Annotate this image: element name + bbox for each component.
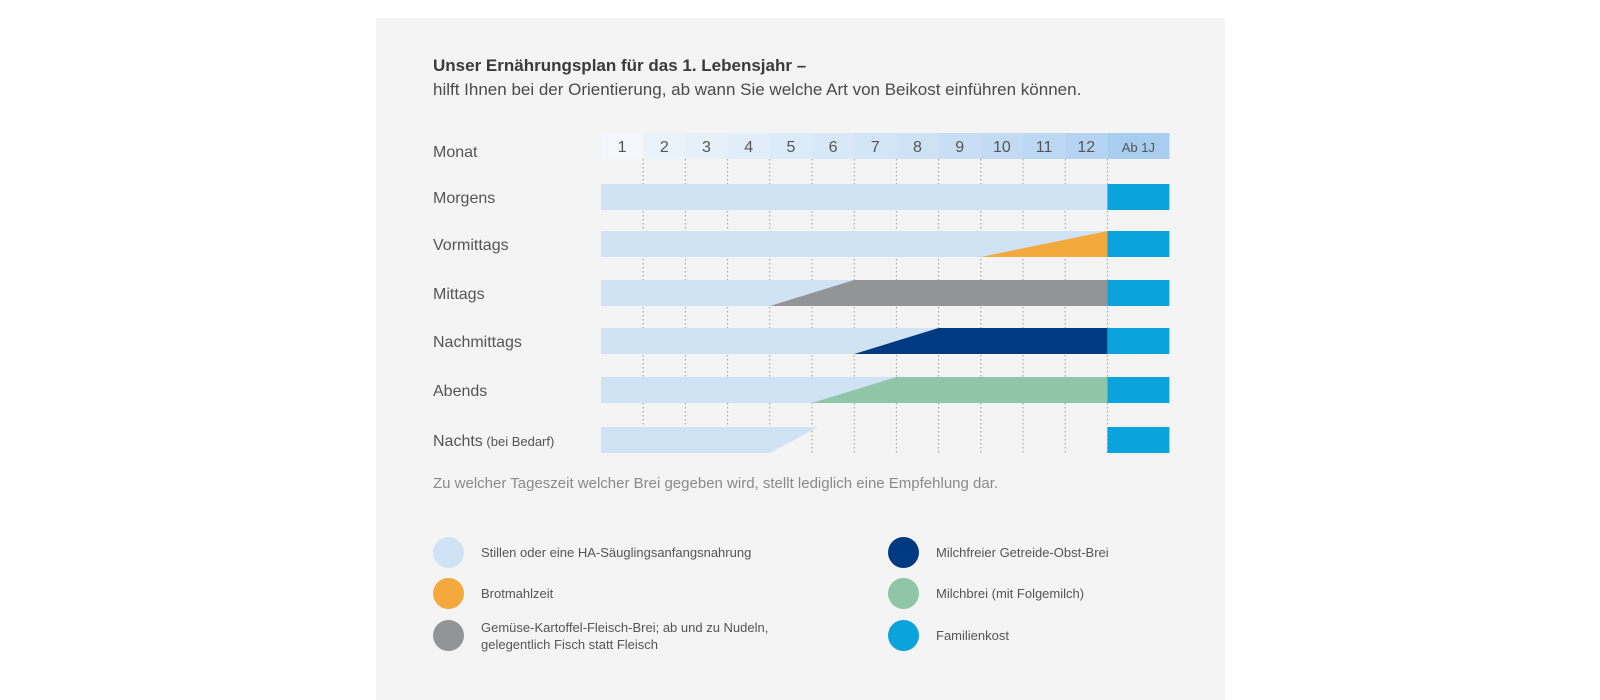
header-cell [1023, 133, 1066, 159]
family-food-bar [1107, 427, 1170, 453]
milk_porridge-bar [812, 377, 1108, 403]
header-cell [1065, 133, 1108, 159]
month-tick-label: 12 [1077, 139, 1095, 156]
chart-subtitle: hilft Ihnen bei der Orientierung, ab wan… [433, 80, 1082, 99]
bread-bar [980, 231, 1108, 257]
row-label: Vormittags [433, 237, 509, 254]
legend-swatch [888, 620, 919, 651]
legend-swatch [433, 578, 464, 609]
row-label: Morgens [433, 190, 495, 207]
month-tick-label: 9 [955, 139, 964, 156]
family-food-bar [1107, 328, 1170, 354]
row-header-label: Monat [433, 144, 478, 161]
header-cell [896, 133, 939, 159]
header-cell [1107, 133, 1170, 159]
header-cell [601, 133, 644, 159]
header-cell [643, 133, 686, 159]
legend-label: Brotmahlzeit [481, 586, 554, 601]
legend-label: Gemüse-Kartoffel-Fleisch-Brei; ab und zu… [481, 620, 769, 652]
month-tick-label: 3 [702, 139, 711, 156]
row-label: Nachts (bei Bedarf) [433, 433, 554, 450]
header-cell [854, 133, 897, 159]
family-food-bar [1107, 280, 1170, 306]
chart-card [376, 18, 1225, 700]
row-label: Mittags [433, 286, 485, 303]
chart-title: Unser Ernährungsplan für das 1. Lebensja… [433, 56, 807, 75]
header-cell [812, 133, 855, 159]
breast-milk-bar [601, 184, 1108, 210]
family-food-bar [1107, 231, 1170, 257]
header-cell [938, 133, 981, 159]
legend-label: Milchfreier Getreide-Obst-Brei [936, 545, 1109, 560]
month-tick-label: Ab 1J [1122, 140, 1155, 155]
legend-swatch [888, 537, 919, 568]
legend-label: Familienkost [936, 628, 1009, 643]
header-cell [727, 133, 770, 159]
month-tick-label: 1 [618, 139, 627, 156]
month-tick-label: 8 [913, 139, 922, 156]
month-tick-label: 6 [829, 139, 838, 156]
family-food-bar [1107, 377, 1170, 403]
row-label: Abends [433, 383, 487, 400]
month-tick-label: 7 [871, 139, 880, 156]
header-cell [685, 133, 728, 159]
legend-swatch [888, 578, 919, 609]
grain_fruit-bar [854, 328, 1108, 354]
header-cell [769, 133, 812, 159]
vegetable-bar [769, 280, 1108, 306]
month-tick-label: 11 [1036, 139, 1053, 156]
month-tick-label: 4 [744, 139, 753, 156]
breast-milk-bar [601, 427, 818, 453]
month-tick-label: 10 [993, 139, 1011, 156]
family-food-bar [1107, 184, 1170, 210]
legend-swatch [433, 620, 464, 651]
row-label: Nachmittags [433, 334, 522, 351]
chart-note: Zu welcher Tageszeit welcher Brei gegebe… [433, 475, 999, 492]
legend-label: Stillen oder eine HA-Säuglingsanfangsnah… [481, 545, 752, 560]
month-tick-label: 5 [786, 139, 795, 156]
header-cell [980, 133, 1023, 159]
legend-label: Milchbrei (mit Folgemilch) [936, 586, 1085, 601]
month-tick-label: 2 [660, 139, 669, 156]
legend-swatch [433, 537, 464, 568]
